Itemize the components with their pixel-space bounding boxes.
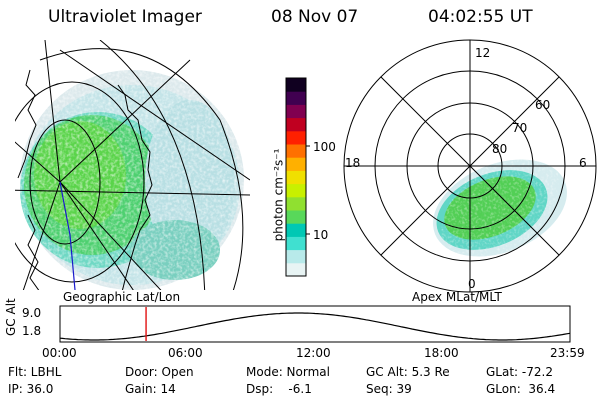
colorbar-band: [286, 104, 306, 119]
polar-grid: [343, 39, 597, 293]
info-gc-alt: GC Alt: 5.3 Re: [366, 365, 450, 379]
geographic-panel-label: Geographic Lat/Lon: [63, 290, 181, 304]
info-glon: GLon: 36.4: [486, 382, 556, 396]
altitude-axis-label: GC Alt: [4, 298, 18, 336]
instrument-title: Ultraviolet Imager: [48, 7, 202, 27]
mlt-label-0: 0: [468, 277, 476, 291]
mlt-label-18: 18: [345, 156, 361, 170]
mlat-label-60: 60: [535, 98, 551, 112]
altitude-curve: [59, 312, 571, 341]
colorbar-band: [286, 249, 306, 264]
mlt-label-6: 6: [579, 156, 587, 170]
date-label: 08 Nov 07: [271, 7, 359, 27]
colorbar-band: [286, 117, 306, 132]
info-mode: Mode: Normal: [246, 365, 330, 379]
colorbar-band: [286, 130, 306, 145]
info-dsp: Dsp: -6.1: [246, 382, 312, 396]
time-tick-0000: 00:00: [42, 346, 77, 360]
time-tick-1800: 18:00: [424, 346, 459, 360]
info-gain: Gain: 14: [125, 382, 176, 396]
altitude-tick-max: 9.0: [22, 306, 42, 320]
colorbar-band: [286, 144, 306, 158]
altitude-plot-frame: [59, 305, 571, 343]
colorbar-band: [286, 262, 306, 277]
colorbar-band: [286, 196, 306, 211]
time-tick-2359: 23:59: [550, 346, 585, 360]
auroral-emission-image: [15, 40, 250, 290]
colorbar-tick-10: 10: [313, 228, 329, 242]
info-seq: Seq: 39: [366, 382, 412, 396]
mlat-label-80: 80: [492, 142, 508, 156]
colorbar-tick-100: 100: [313, 140, 336, 154]
auroral-oval: [433, 159, 567, 257]
colorbar-band: [286, 157, 306, 171]
colorbar-band: [286, 223, 306, 237]
mlat-label-70: 70: [512, 121, 528, 135]
colorbar-band: [286, 91, 306, 105]
colorbar-band: [286, 170, 306, 185]
info-door: Door: Open: [125, 365, 194, 379]
colorbar-band: [286, 78, 306, 92]
time-label: 04:02:55 UT: [428, 7, 533, 27]
info-glat: GLat: -72.2: [486, 365, 553, 379]
colorbar-band: [286, 236, 306, 251]
time-tick-0600: 06:00: [168, 346, 203, 360]
polar-panel-label: Apex MLat/MLT: [412, 290, 502, 304]
mlt-label-12: 12: [475, 46, 491, 60]
colorbar-band: [286, 183, 306, 198]
info-flt: Flt: LBHL: [8, 365, 62, 379]
geo-grid: [15, 40, 250, 290]
magnetic-meridian: [59, 181, 76, 290]
time-tick-1200: 12:00: [296, 346, 331, 360]
altitude-tick-min: 1.8: [22, 324, 42, 338]
coastline: [17, 69, 153, 290]
colorbar-band: [286, 210, 306, 224]
info-ip: IP: 36.0: [8, 382, 54, 396]
